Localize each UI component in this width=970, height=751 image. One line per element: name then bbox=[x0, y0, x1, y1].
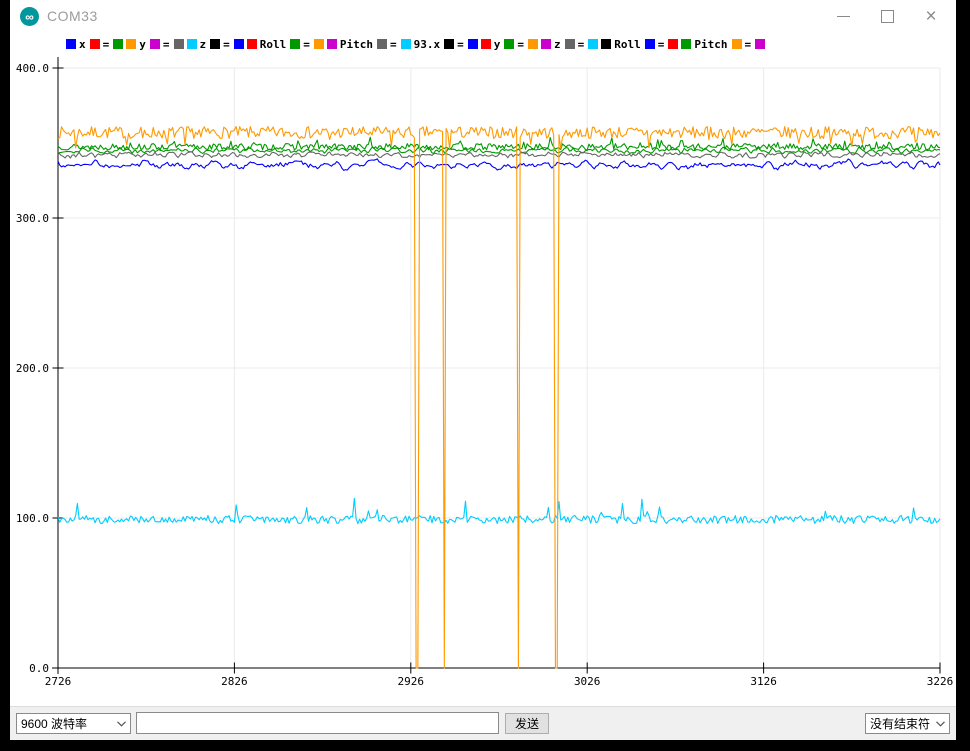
legend-label: x bbox=[79, 37, 86, 51]
y-axis-tick-label: 200.0 bbox=[16, 362, 49, 375]
legend-label: Roll bbox=[259, 37, 287, 51]
serial-plotter-window: ∞ COM33 × x = y = z = Roll = Pitch = 93.x = y = z = Roll… bbox=[10, 0, 956, 740]
y-axis-tick-label: 300.0 bbox=[16, 212, 49, 225]
legend-swatch bbox=[731, 39, 742, 49]
x-axis-tick-label: 2826 bbox=[221, 675, 248, 688]
arduino-logo-icon: ∞ bbox=[20, 7, 39, 26]
legend-label: Pitch bbox=[339, 37, 373, 51]
legend-swatch bbox=[186, 39, 197, 49]
serial-message-input[interactable] bbox=[136, 712, 499, 734]
legend-swatch bbox=[233, 39, 244, 49]
legend-swatch bbox=[246, 39, 257, 49]
legend-swatch bbox=[644, 39, 655, 49]
x-axis-tick-label: 2726 bbox=[45, 675, 72, 688]
x-axis-tick-label: 3226 bbox=[927, 675, 954, 688]
legend-label: y bbox=[493, 37, 501, 51]
legend-label: z bbox=[554, 37, 561, 51]
legend-label: = bbox=[577, 37, 585, 51]
legend-swatch bbox=[681, 39, 692, 49]
legend-swatch bbox=[444, 39, 455, 49]
legend-swatch bbox=[480, 39, 491, 49]
legend-swatch bbox=[504, 39, 515, 49]
y-axis-tick-label: 0.0 bbox=[29, 662, 49, 675]
minimize-button[interactable] bbox=[821, 0, 865, 33]
chevron-down-icon bbox=[936, 720, 945, 727]
close-button[interactable]: × bbox=[909, 0, 953, 33]
legend-swatch bbox=[377, 39, 387, 49]
orange-trace bbox=[57, 125, 941, 669]
close-icon: × bbox=[925, 6, 937, 27]
maximize-button[interactable] bbox=[865, 0, 909, 33]
legend-swatch bbox=[66, 39, 76, 49]
legend-swatch bbox=[588, 39, 599, 49]
legend-swatch bbox=[400, 39, 411, 49]
x-axis-tick-label: 3126 bbox=[750, 675, 777, 688]
legend-swatch bbox=[173, 39, 184, 49]
legend-label: = bbox=[390, 37, 397, 51]
legend-swatch bbox=[210, 39, 221, 49]
legend-swatch bbox=[668, 39, 679, 49]
line-ending-select[interactable]: 没有结束符 bbox=[865, 713, 950, 734]
legend-label: = bbox=[102, 37, 110, 51]
bottom-control-bar: 9600 波特率 发送 没有结束符 bbox=[10, 706, 956, 740]
chevron-down-icon bbox=[117, 720, 126, 727]
send-button[interactable]: 发送 bbox=[505, 713, 549, 734]
chart-legend: x = y = z = Roll = Pitch = 93.x = y = z = Roll = Pitch = bbox=[66, 37, 926, 51]
legend-swatch bbox=[326, 39, 337, 49]
legend-label: 93.x bbox=[413, 37, 441, 51]
cyan-trace bbox=[57, 497, 941, 525]
legend-label: = bbox=[517, 37, 524, 51]
legend-label: = bbox=[744, 37, 752, 51]
green-trace bbox=[57, 136, 941, 151]
serial-plotter-chart: 0.0 100.0 200.0 300.0 400.0 2726 2826 2926 3026 3… bbox=[16, 57, 954, 688]
legend-label: = bbox=[457, 37, 464, 51]
legend-label: = bbox=[162, 37, 170, 51]
legend-label: = bbox=[303, 37, 310, 51]
y-axis-tick-label: 100.0 bbox=[16, 512, 49, 525]
legend-label: z bbox=[199, 37, 207, 51]
legend-swatch bbox=[126, 39, 137, 49]
legend-label: Roll bbox=[614, 37, 641, 51]
baud-rate-select[interactable]: 9600 波特率 bbox=[16, 713, 131, 734]
legend-swatch bbox=[313, 39, 324, 49]
titlebar[interactable]: ∞ COM33 × bbox=[10, 0, 956, 33]
line-ending-value: 没有结束符 bbox=[870, 717, 931, 731]
maximize-icon bbox=[880, 10, 894, 23]
legend-swatch bbox=[541, 39, 551, 49]
legend-swatch bbox=[528, 39, 538, 49]
green-secondary-trace bbox=[57, 146, 941, 155]
minimize-icon bbox=[836, 16, 850, 17]
legend-swatch bbox=[601, 39, 612, 49]
baud-rate-value: 9600 波特率 bbox=[21, 717, 88, 731]
y-axis-tick-label: 400.0 bbox=[16, 62, 49, 75]
legend-swatch bbox=[467, 39, 478, 49]
legend-swatch bbox=[89, 39, 100, 49]
legend-label: = bbox=[223, 37, 230, 51]
x-axis-tick-label: 2926 bbox=[398, 675, 425, 688]
legend-label: y bbox=[139, 37, 146, 51]
window-title: COM33 bbox=[47, 8, 98, 24]
gray-trace bbox=[57, 151, 941, 159]
window-controls: × bbox=[821, 0, 953, 33]
legend-swatch bbox=[755, 39, 766, 49]
legend-label: Pitch bbox=[694, 37, 728, 51]
legend-swatch bbox=[564, 39, 575, 49]
legend-swatch bbox=[290, 39, 301, 49]
x-axis-tick-label: 3026 bbox=[574, 675, 601, 688]
blue-trace bbox=[57, 158, 941, 171]
legend-label: = bbox=[657, 37, 665, 51]
legend-swatch bbox=[113, 39, 124, 49]
legend-swatch bbox=[149, 39, 160, 49]
